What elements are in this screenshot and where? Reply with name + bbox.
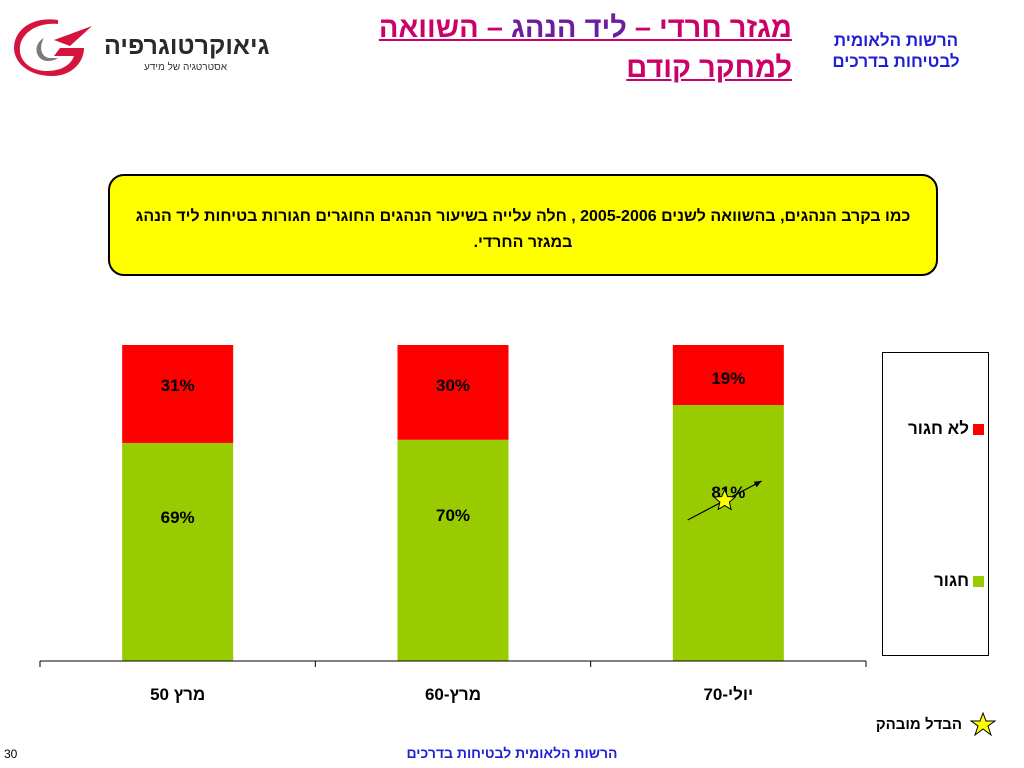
summary-callout: כמו בקרב הנהגים, בהשוואה לשנים 2005-2006… (108, 174, 938, 276)
x-tick-label-1: מרץ-60 (425, 685, 481, 704)
significance-arrowhead (753, 481, 762, 488)
data-label-belted-0: 69% (161, 508, 195, 527)
significance-key-label: הבדל מובהק (875, 715, 962, 733)
bar-segment-belted-1 (397, 439, 509, 661)
legend-item-belted: חגור (934, 571, 984, 591)
legend-item-not-belted: לא חגור (908, 419, 984, 439)
star-icon (970, 712, 996, 736)
bar-segment-not-belted-1 (397, 345, 509, 440)
geo-logo-icon (14, 19, 92, 76)
legend-label-belted: חגור (934, 571, 969, 590)
bar-segment-not-belted-2 (672, 345, 784, 406)
x-tick-label-0: מרץ 50 (150, 685, 205, 704)
logo: גיאוקרטוגרפיה אסטרטגיה של מידע (14, 18, 270, 78)
significance-star-icon (712, 488, 737, 511)
page-number: 30 (4, 747, 18, 761)
data-label-not-belted-1: 30% (436, 376, 470, 395)
x-tick-label-2: יולי-70 (703, 685, 753, 704)
data-label-not-belted-2: 19% (711, 369, 745, 388)
legend-swatch-belted (973, 575, 984, 587)
data-label-not-belted-0: 31% (161, 376, 195, 395)
legend-swatch-not-belted (973, 423, 984, 435)
page-title: מגזר חרדי – ליד הנהג – השוואה למחקר קודם (378, 12, 792, 84)
significance-key: הבדל מובהק (876, 712, 996, 736)
organization-name: הרשות הלאומית לבטיחות בדרכים (832, 31, 960, 71)
footer-organization: הרשות הלאומית לבטיחות בדרכים (406, 745, 618, 761)
bar-segment-not-belted-0 (122, 345, 234, 443)
logo-brand-name: גיאוקרטוגרפיה (104, 32, 270, 60)
bar-segment-belted-2 (672, 405, 784, 661)
data-label-belted-1: 70% (436, 506, 470, 525)
bar-segment-belted-0 (122, 442, 234, 661)
chart-legend: לא חגור חגור (882, 352, 989, 656)
logo-tagline: אסטרטגיה של מידע (144, 62, 227, 73)
legend-label-not-belted: לא חגור (907, 419, 969, 438)
